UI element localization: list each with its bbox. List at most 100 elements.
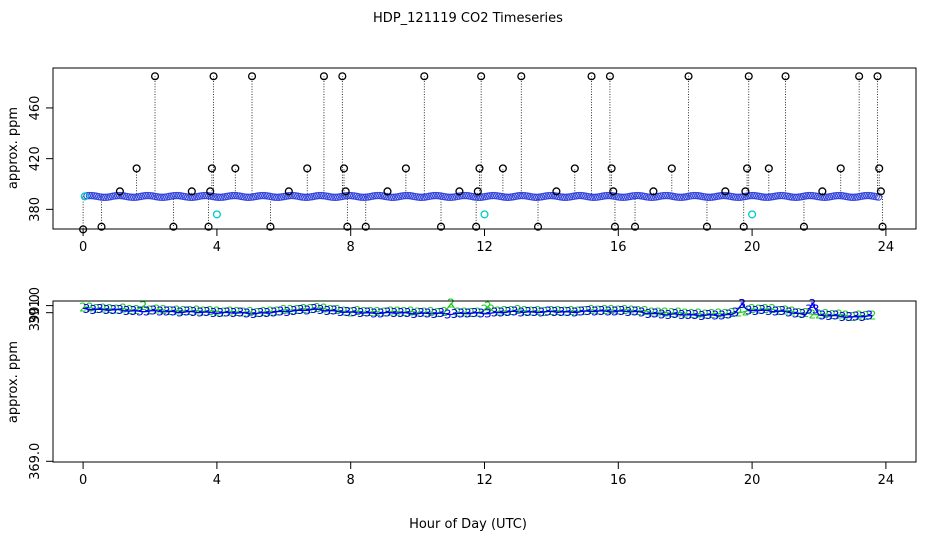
series-3-marker: 3 [752,304,760,318]
x-tick-label: 12 [476,473,493,488]
y-tick-label: 420 [28,146,43,171]
outlier-point [799,222,808,231]
series-2-marker: 2 [742,304,750,318]
series-3-marker: 3 [671,307,679,321]
baseline-point [504,193,513,201]
series-2-marker: 2 [829,308,837,322]
series-3-marker: 3 [317,303,325,317]
baseline-point [230,191,239,200]
series-2-marker: 2 [481,303,489,317]
series-3-marker: 3 [410,307,418,321]
series-3-marker: 3 [136,304,144,318]
outlier-point [341,187,350,196]
series-3-marker: 3 [558,305,566,319]
baseline-point [804,191,812,200]
series-3-marker: 3 [711,308,719,322]
series-3-marker: 3 [116,303,124,317]
outlier-point [361,222,370,231]
outlier-point [743,164,752,173]
series-3-marker: 3 [551,305,559,319]
outlier-point [169,222,178,231]
series-2-marker: 2 [641,304,649,318]
baseline-point [687,192,695,200]
baseline-point [404,191,412,200]
baseline-point [778,191,787,200]
series-2-marker: 2 [869,308,877,322]
flagged-point [80,192,89,201]
series-3-marker: 3 [109,303,117,317]
series-3-marker: 3 [611,305,619,319]
baseline-point [617,193,625,201]
series-2-marker: 2 [568,304,576,318]
baseline-point [448,193,457,201]
outlier-point [876,187,885,196]
series-2-marker: 2 [173,303,181,317]
baseline-point [514,192,522,200]
baseline-point [256,191,265,200]
baseline-point [516,191,524,200]
series-3-marker: 3 [504,305,512,319]
baseline-point [343,191,351,200]
outlier-point [741,187,750,196]
baseline-point [315,191,323,200]
baseline-point [387,193,396,201]
series-3-marker: 3 [170,305,178,319]
baseline-point [734,193,742,202]
series-2-marker: 2 [119,302,127,316]
series-3-marker: 3 [96,302,104,316]
outlier-point [570,164,579,173]
baseline-point [156,193,164,201]
baseline-point [139,192,148,200]
baseline-point [390,193,398,201]
baseline-point [673,193,681,201]
series-3-marker: 3 [798,307,806,321]
baseline-point [158,193,166,202]
series-2-marker: 2 [447,296,455,310]
series-3-marker: 3 [538,305,546,319]
baseline-point [254,192,262,200]
outlier-point [498,164,507,173]
series-3-marker: 3 [698,309,706,323]
baseline-point [544,191,553,200]
series-2-marker: 2 [648,306,656,320]
baseline-point [722,191,731,200]
baseline-point [247,193,255,201]
baseline-point [535,193,543,201]
outlier-point [303,164,312,173]
series-2-marker: 2 [374,305,382,319]
series-2-marker: 2 [621,303,629,317]
top-panel: 0 4 8 12 16 20 24 380 420 460 approx. ppm [6,67,917,255]
outlier-point [739,222,748,231]
baseline-point [127,193,136,201]
outlier-point [338,72,347,81]
series-3-marker: 3 [584,304,592,318]
series-3-marker: 3 [457,306,465,320]
series-2-marker: 2 [367,305,375,319]
baseline-point [661,191,670,200]
series-3-marker: 3 [103,303,111,317]
series-2-marker: 2 [226,304,234,318]
series-3-marker: 3 [658,307,666,321]
series-3-marker: 3 [618,304,626,318]
series-2-spike-marker: 2 [447,296,455,310]
outlier-point [764,164,773,173]
baseline-point [619,193,628,202]
baseline-point [226,192,234,200]
baseline-point [729,193,738,201]
outlier-point [150,72,160,81]
series-3-spike-marker: 3 [738,297,746,311]
series-3-marker: 3 [839,310,847,324]
series-3-marker: 3 [591,305,599,319]
baseline-point [317,191,325,200]
series-2-marker: 2 [200,304,208,318]
top-x-axis: 0 4 8 12 16 20 24 [79,229,894,255]
baseline-point [664,191,672,200]
series-2-marker: 2 [722,307,730,321]
outlier-point [684,72,693,81]
baseline-point [160,193,169,201]
series-3-marker: 3 [243,306,251,320]
series-3-marker: 3 [330,304,338,318]
series-2-marker: 2 [233,305,241,319]
series-3-marker: 3 [651,306,659,320]
series-3-marker: 3 [758,303,766,317]
